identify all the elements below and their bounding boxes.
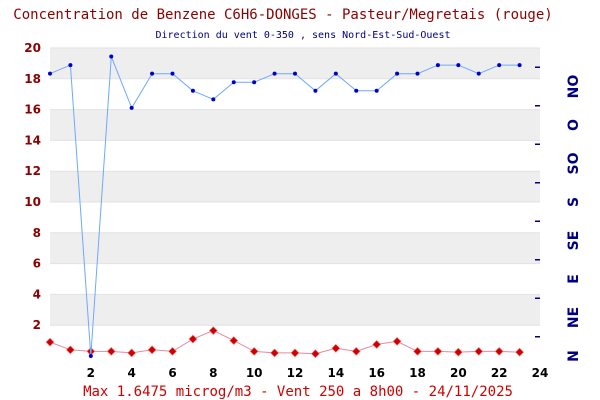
concentration-point bbox=[351, 346, 361, 356]
wind-direction-label: S bbox=[566, 197, 582, 207]
wind-direction-point bbox=[109, 54, 114, 59]
wind-direction-axis: N NE E SE S SO O NO bbox=[535, 66, 582, 362]
concentration-point bbox=[331, 343, 341, 353]
chart-subtitle: Direction du vent 0-350 , sens Nord-Est-… bbox=[155, 30, 450, 41]
concentration-point bbox=[372, 340, 382, 349]
x-tick-label: 2 bbox=[87, 366, 95, 380]
wind-direction-point bbox=[231, 80, 236, 85]
wind-direction-point bbox=[272, 71, 277, 76]
grid-bands bbox=[50, 47, 540, 326]
concentration-point bbox=[433, 346, 443, 356]
wind-direction-point bbox=[252, 80, 257, 85]
concentration-point bbox=[494, 346, 504, 356]
wind-direction-point bbox=[395, 71, 400, 76]
y-tick-label: 20 bbox=[24, 41, 41, 55]
concentration-point bbox=[45, 337, 55, 347]
x-axis-labels: 2 4 6 8 10 12 14 16 18 20 22 24 bbox=[87, 366, 549, 380]
x-tick-label: 10 bbox=[246, 366, 263, 380]
y-tick-label: 6 bbox=[33, 257, 41, 271]
y-tick-label: 2 bbox=[33, 318, 41, 332]
y-tick-label: 12 bbox=[24, 164, 41, 178]
concentration-point bbox=[65, 345, 75, 355]
concentration-point bbox=[147, 345, 157, 355]
y-tick-label: 10 bbox=[24, 195, 41, 209]
wind-direction-point bbox=[150, 71, 155, 76]
concentration-point bbox=[310, 349, 320, 359]
wind-direction-point bbox=[88, 354, 93, 358]
concentration-point bbox=[453, 347, 463, 357]
concentration-point bbox=[168, 346, 177, 356]
concentration-point bbox=[188, 334, 198, 344]
concentration-point bbox=[249, 346, 259, 356]
concentration-point bbox=[127, 348, 137, 358]
grid-band bbox=[50, 232, 540, 264]
x-tick-label: 22 bbox=[491, 366, 508, 380]
grid-band bbox=[50, 294, 540, 326]
wind-direction-label: O bbox=[566, 119, 582, 131]
x-tick-label: 6 bbox=[168, 366, 176, 380]
concentration-point bbox=[474, 346, 484, 356]
wind-direction-point bbox=[68, 63, 73, 68]
wind-direction-label: SO bbox=[566, 152, 582, 174]
concentration-point bbox=[290, 348, 300, 358]
wind-direction-point bbox=[435, 63, 440, 68]
x-tick-label: 20 bbox=[450, 366, 467, 380]
grid-band bbox=[50, 109, 540, 141]
y-tick-label: 14 bbox=[24, 133, 41, 147]
series-layer bbox=[45, 54, 525, 359]
y-tick-label: 18 bbox=[24, 72, 41, 86]
x-tick-label: 18 bbox=[409, 366, 426, 380]
wind-direction-label: NE bbox=[566, 307, 582, 328]
y-tick-label: 4 bbox=[33, 287, 41, 301]
wind-direction-label: N bbox=[566, 350, 582, 362]
wind-direction-point bbox=[293, 71, 297, 76]
wind-direction-point bbox=[476, 71, 481, 76]
wind-direction-point bbox=[333, 71, 338, 76]
concentration-point bbox=[106, 346, 116, 356]
wind-direction-point bbox=[190, 88, 195, 93]
wind-direction-point bbox=[170, 71, 175, 76]
y-tick-label: 8 bbox=[33, 226, 41, 240]
wind-direction-label: NO bbox=[566, 75, 582, 99]
wind-direction-line bbox=[49, 56, 520, 357]
wind-direction-point bbox=[517, 63, 522, 68]
wind-direction-point bbox=[129, 105, 134, 110]
wind-direction-point bbox=[211, 97, 216, 102]
wind-direction-label: SE bbox=[566, 231, 582, 251]
wind-direction-label: E bbox=[566, 274, 582, 284]
chart-title: Concentration de Benzene C6H6-DONGES - P… bbox=[13, 7, 552, 23]
chart-footer: Max 1.6475 microg/m3 - Vent 250 a 8h00 -… bbox=[83, 384, 513, 400]
concentration-point bbox=[208, 326, 218, 336]
concentration-point bbox=[392, 336, 402, 346]
wind-direction-point bbox=[354, 88, 359, 93]
x-tick-label: 24 bbox=[532, 366, 549, 380]
concentration-point bbox=[229, 336, 239, 346]
y-axis-labels: 2 4 6 8 10 12 14 16 18 20 bbox=[24, 41, 41, 332]
wind-direction-point bbox=[456, 63, 461, 68]
y-tick-label: 16 bbox=[24, 103, 41, 117]
wind-direction-point bbox=[497, 63, 502, 68]
wind-direction-point bbox=[415, 71, 420, 76]
x-tick-label: 12 bbox=[287, 366, 304, 380]
concentration-line bbox=[49, 330, 520, 355]
x-tick-label: 16 bbox=[368, 366, 385, 380]
concentration-point bbox=[515, 347, 525, 357]
x-tick-label: 14 bbox=[327, 366, 344, 380]
concentration-point bbox=[413, 346, 422, 356]
x-tick-label: 8 bbox=[209, 366, 217, 380]
concentration-point bbox=[270, 348, 280, 358]
wind-direction-point bbox=[374, 88, 379, 93]
wind-direction-point bbox=[48, 71, 52, 76]
grid-band bbox=[50, 171, 540, 202]
x-tick-label: 4 bbox=[127, 366, 135, 380]
wind-direction-point bbox=[313, 88, 318, 93]
